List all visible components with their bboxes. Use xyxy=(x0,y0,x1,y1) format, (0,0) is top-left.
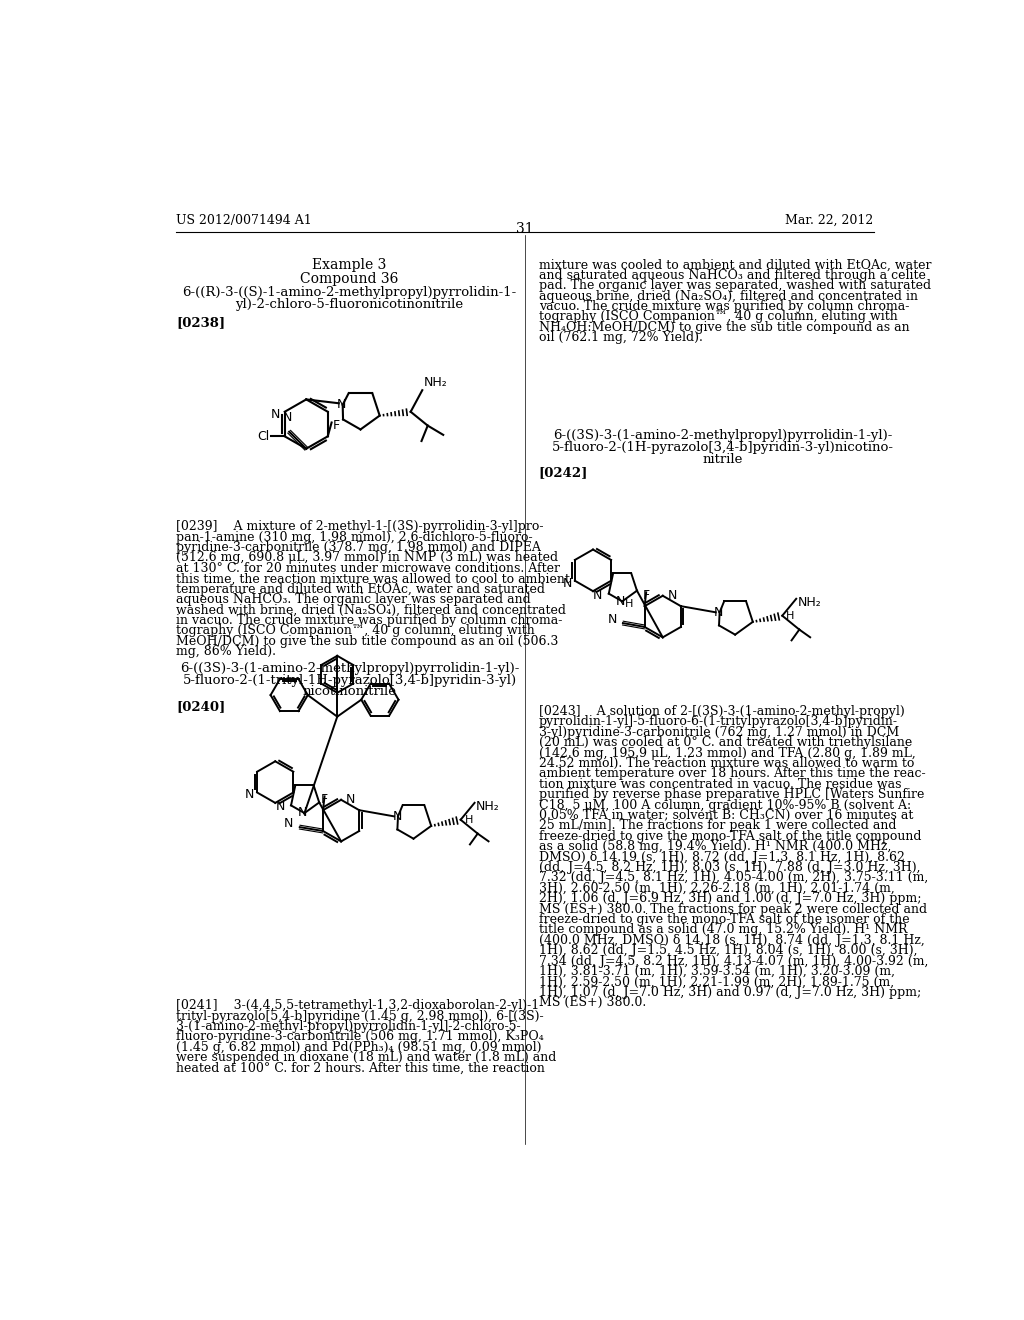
Text: N: N xyxy=(392,810,401,822)
Text: 7.34 (dd, J=4.5, 8.2 Hz, 1H), 4.13-4.07 (m, 1H), 4.00-3.92 (m,: 7.34 (dd, J=4.5, 8.2 Hz, 1H), 4.13-4.07 … xyxy=(539,954,928,968)
Text: aqueous brine, dried (Na₂SO₄), filtered and concentrated in: aqueous brine, dried (Na₂SO₄), filtered … xyxy=(539,289,918,302)
Text: 5-fluoro-2-(1-trityl-1H-pyrazolo[3,4-b]pyridin-3-yl): 5-fluoro-2-(1-trityl-1H-pyrazolo[3,4-b]p… xyxy=(182,673,517,686)
Text: N: N xyxy=(607,612,616,626)
Text: (1.45 g, 6.82 mmol) and Pd(PPh₃)₄ (98.51 mg, 0.09 mmol): (1.45 g, 6.82 mmol) and Pd(PPh₃)₄ (98.51… xyxy=(176,1040,542,1053)
Text: N: N xyxy=(616,594,626,607)
Text: [0241]    3-(4,4,5,5-tetramethyl-1,3,2-dioxaborolan-2-yl)-1-: [0241] 3-(4,4,5,5-tetramethyl-1,3,2-diox… xyxy=(176,999,544,1012)
Text: mixture was cooled to ambient and diluted with EtOAc, water: mixture was cooled to ambient and dilute… xyxy=(539,259,931,272)
Text: H: H xyxy=(465,814,473,825)
Text: were suspended in dioxane (18 mL) and water (1.8 mL) and: were suspended in dioxane (18 mL) and wa… xyxy=(176,1051,556,1064)
Text: nitrile: nitrile xyxy=(703,453,743,466)
Text: 25 mL/min]. The fractions for peak 1 were collected and: 25 mL/min]. The fractions for peak 1 wer… xyxy=(539,820,896,833)
Text: [0242]: [0242] xyxy=(539,466,588,479)
Text: 1H), 2.59-2.50 (m, 1H), 2.21-1.99 (m, 2H), 1.89-1.75 (m,: 1H), 2.59-2.50 (m, 1H), 2.21-1.99 (m, 2H… xyxy=(539,975,894,989)
Text: pyridine-3-carbonitrile (378.7 mg, 1.98 mmol) and DIPEA: pyridine-3-carbonitrile (378.7 mg, 1.98 … xyxy=(176,541,541,554)
Text: F: F xyxy=(333,420,340,433)
Text: N: N xyxy=(298,807,307,820)
Text: N: N xyxy=(337,399,346,412)
Text: 6-((3S)-3-(1-amino-2-methylpropyl)pyrrolidin-1-yl)-: 6-((3S)-3-(1-amino-2-methylpropyl)pyrrol… xyxy=(180,663,519,675)
Text: MeOH/DCM) to give the sub title compound as an oil (506.3: MeOH/DCM) to give the sub title compound… xyxy=(176,635,558,648)
Text: Example 3: Example 3 xyxy=(312,259,387,272)
Text: 3H), 2.60-2.50 (m, 1H), 2.26-2.18 (m, 1H), 2.01-1.74 (m,: 3H), 2.60-2.50 (m, 1H), 2.26-2.18 (m, 1H… xyxy=(539,882,895,895)
Text: vacuo. The crude mixture was purified by column chroma-: vacuo. The crude mixture was purified by… xyxy=(539,300,909,313)
Text: Cl: Cl xyxy=(257,430,269,444)
Text: NH₂: NH₂ xyxy=(424,376,447,388)
Text: temperature and diluted with EtOAc, water and saturated: temperature and diluted with EtOAc, wate… xyxy=(176,582,545,595)
Text: N: N xyxy=(275,800,285,813)
Text: 1H), 8.62 (dd, J=1.5, 4.5 Hz, 1H), 8.04 (s, 1H), 8.00 (s, 3H),: 1H), 8.62 (dd, J=1.5, 4.5 Hz, 1H), 8.04 … xyxy=(539,944,918,957)
Text: 1H), 3.81-3.71 (m, 1H), 3.59-3.54 (m, 1H), 3.20-3.09 (m,: 1H), 3.81-3.71 (m, 1H), 3.59-3.54 (m, 1H… xyxy=(539,965,895,978)
Text: 6-((3S)-3-(1-amino-2-methylpropyl)pyrrolidin-1-yl)-: 6-((3S)-3-(1-amino-2-methylpropyl)pyrrol… xyxy=(554,429,893,442)
Text: MS (ES+) 380.0. The fractions for peak 2 were collected and: MS (ES+) 380.0. The fractions for peak 2… xyxy=(539,903,927,916)
Text: [0243]    A solution of 2-[(3S)-3-(1-amino-2-methyl-propyl): [0243] A solution of 2-[(3S)-3-(1-amino-… xyxy=(539,705,904,718)
Text: MS (ES+) 380.0.: MS (ES+) 380.0. xyxy=(539,997,646,1010)
Text: aqueous NaHCO₃. The organic layer was separated and: aqueous NaHCO₃. The organic layer was se… xyxy=(176,593,530,606)
Text: pyrrolidin-1-yl]-5-fluoro-6-(1-tritylpyrazolo[3,4-b]pyridin-: pyrrolidin-1-yl]-5-fluoro-6-(1-tritylpyr… xyxy=(539,715,898,729)
Text: F: F xyxy=(321,793,328,807)
Text: H: H xyxy=(786,611,795,620)
Text: this time, the reaction mixture was allowed to cool to ambient: this time, the reaction mixture was allo… xyxy=(176,573,570,585)
Text: pan-1-amine (310 mg, 1.98 mmol), 2,6-dichloro-5-fluoro-: pan-1-amine (310 mg, 1.98 mmol), 2,6-dic… xyxy=(176,531,532,544)
Text: NH₂: NH₂ xyxy=(476,800,500,813)
Text: tography (ISCO Companion™, 40 g column, eluting with: tography (ISCO Companion™, 40 g column, … xyxy=(176,624,535,638)
Text: washed with brine, dried (Na₂SO₄), filtered and concentrated: washed with brine, dried (Na₂SO₄), filte… xyxy=(176,603,566,616)
Text: [0238]: [0238] xyxy=(176,317,225,329)
Text: 24.52 mmol). The reaction mixture was allowed to warm to: 24.52 mmol). The reaction mixture was al… xyxy=(539,758,914,770)
Text: and saturated aqueous NaHCO₃ and filtered through a celite: and saturated aqueous NaHCO₃ and filtere… xyxy=(539,269,926,282)
Text: DMSO) δ 14.19 (s, 1H), 8.72 (dd, J=1.3, 8.1 Hz, 1H), 8.62: DMSO) δ 14.19 (s, 1H), 8.72 (dd, J=1.3, … xyxy=(539,850,904,863)
Text: title compound as a solid (47.0 mg, 15.2% Yield). H¹ NMR: title compound as a solid (47.0 mg, 15.2… xyxy=(539,924,907,936)
Text: trityl-pyrazolo[5,4-b]pyridine (1.45 g, 2.98 mmol), 6-[(3S)-: trityl-pyrazolo[5,4-b]pyridine (1.45 g, … xyxy=(176,1010,544,1023)
Text: 31: 31 xyxy=(516,222,534,235)
Text: (512.6 mg, 690.8 μL, 3.97 mmol) in NMP (3 mL) was heated: (512.6 mg, 690.8 μL, 3.97 mmol) in NMP (… xyxy=(176,552,558,565)
Text: N: N xyxy=(668,589,677,602)
Text: in vacuo. The crude mixture was purified by column chroma-: in vacuo. The crude mixture was purified… xyxy=(176,614,562,627)
Text: 1H), 1.07 (d, J=7.0 Hz, 3H) and 0.97 (d, J=7.0 Hz, 3H) ppm;: 1H), 1.07 (d, J=7.0 Hz, 3H) and 0.97 (d,… xyxy=(539,986,921,999)
Text: Mar. 22, 2012: Mar. 22, 2012 xyxy=(785,214,873,227)
Text: Compound 36: Compound 36 xyxy=(300,272,398,286)
Text: purified by reverse phase preparative HPLC [Waters Sunfire: purified by reverse phase preparative HP… xyxy=(539,788,924,801)
Text: freeze-dried to give the mono-TFA salt of the isomer of the: freeze-dried to give the mono-TFA salt o… xyxy=(539,913,909,927)
Text: N: N xyxy=(714,606,724,619)
Text: (dd, J=4.5, 8.2 Hz, 1H), 8.03 (s, 1H), 7.88 (d, J=3.0 Hz, 3H),: (dd, J=4.5, 8.2 Hz, 1H), 8.03 (s, 1H), 7… xyxy=(539,861,921,874)
Text: 0.05% TFA in water; solvent B: CH₃CN) over 16 minutes at: 0.05% TFA in water; solvent B: CH₃CN) ov… xyxy=(539,809,913,822)
Text: fluoro-pyridine-3-carbonitrile (506 mg, 1.71 mmol), K₃PO₄: fluoro-pyridine-3-carbonitrile (506 mg, … xyxy=(176,1031,544,1043)
Text: N: N xyxy=(283,411,292,424)
Text: N: N xyxy=(270,408,281,421)
Text: US 2012/0071494 A1: US 2012/0071494 A1 xyxy=(176,214,311,227)
Text: [0240]: [0240] xyxy=(176,700,225,713)
Text: freeze-dried to give the mono-TFA salt of the title compound: freeze-dried to give the mono-TFA salt o… xyxy=(539,830,922,843)
Text: N: N xyxy=(593,589,602,602)
Text: mg, 86% Yield).: mg, 86% Yield). xyxy=(176,645,276,659)
Text: (20 mL) was cooled at 0° C. and treated with triethylsilane: (20 mL) was cooled at 0° C. and treated … xyxy=(539,737,912,750)
Text: 6-((R)-3-((S)-1-amino-2-methylpropyl)pyrrolidin-1-: 6-((R)-3-((S)-1-amino-2-methylpropyl)pyr… xyxy=(182,286,517,300)
Text: at 130° C. for 20 minutes under microwave conditions. After: at 130° C. for 20 minutes under microwav… xyxy=(176,562,560,576)
Text: tography (ISCO Companion™, 40 g column, eluting with: tography (ISCO Companion™, 40 g column, … xyxy=(539,310,897,323)
Text: oil (762.1 mg, 72% Yield).: oil (762.1 mg, 72% Yield). xyxy=(539,331,702,345)
Text: N: N xyxy=(346,793,355,807)
Text: 3-yl)pyridine-3-carbonitrile (762 mg, 1.27 mmol) in DCM: 3-yl)pyridine-3-carbonitrile (762 mg, 1.… xyxy=(539,726,899,739)
Text: yl)-2-chloro-5-fluoronicotinonitrile: yl)-2-chloro-5-fluoronicotinonitrile xyxy=(236,298,464,310)
Text: nicotinonitrile: nicotinonitrile xyxy=(303,685,396,698)
Text: N: N xyxy=(285,817,294,830)
Text: pad. The organic layer was separated, washed with saturated: pad. The organic layer was separated, wa… xyxy=(539,280,931,292)
Text: (400.0 MHz, DMSO) δ 14.18 (s, 1H), 8.74 (dd, J=1.3, 8.1 Hz,: (400.0 MHz, DMSO) δ 14.18 (s, 1H), 8.74 … xyxy=(539,933,925,946)
Text: 3-(1-amino-2-methyl-propyl)pyrrolidin-1-yl]-2-chloro-5-: 3-(1-amino-2-methyl-propyl)pyrrolidin-1-… xyxy=(176,1020,520,1034)
Text: NH₂: NH₂ xyxy=(798,595,821,609)
Text: as a solid (58.8 mg, 19.4% Yield). H¹ NMR (400.0 MHz,: as a solid (58.8 mg, 19.4% Yield). H¹ NM… xyxy=(539,841,891,853)
Text: heated at 100° C. for 2 hours. After this time, the reaction: heated at 100° C. for 2 hours. After thi… xyxy=(176,1061,545,1074)
Text: H: H xyxy=(626,599,634,609)
Text: C18, 5 μM, 100 A column, gradient 10%-95% B (solvent A:: C18, 5 μM, 100 A column, gradient 10%-95… xyxy=(539,799,911,812)
Text: 5-fluoro-2-(1H-pyrazolo[3,4-b]pyridin-3-yl)nicotino-: 5-fluoro-2-(1H-pyrazolo[3,4-b]pyridin-3-… xyxy=(552,441,894,454)
Text: N: N xyxy=(245,788,254,801)
Text: NH₄OH:MeOH/DCM) to give the sub title compound as an: NH₄OH:MeOH/DCM) to give the sub title co… xyxy=(539,321,909,334)
Text: 7.32 (dd, J=4.5, 8.1 Hz, 1H), 4.05-4.00 (m, 2H), 3.75-3.11 (m,: 7.32 (dd, J=4.5, 8.1 Hz, 1H), 4.05-4.00 … xyxy=(539,871,928,884)
Text: [0239]    A mixture of 2-methyl-1-[(3S)-pyrrolidin-3-yl]pro-: [0239] A mixture of 2-methyl-1-[(3S)-pyr… xyxy=(176,520,544,533)
Text: tion mixture was concentrated in vacuo. The residue was: tion mixture was concentrated in vacuo. … xyxy=(539,777,901,791)
Text: F: F xyxy=(643,589,650,602)
Text: ambient temperature over 18 hours. After this time the reac-: ambient temperature over 18 hours. After… xyxy=(539,767,926,780)
Text: (142.6 mg, 195.9 μL, 1.23 mmol) and TFA (2.80 g, 1.89 mL,: (142.6 mg, 195.9 μL, 1.23 mmol) and TFA … xyxy=(539,747,915,760)
Text: N: N xyxy=(562,577,571,590)
Text: 2H), 1.06 (d, J=6.9 Hz, 3H) and 1.00 (d, J=7.0 Hz, 3H) ppm;: 2H), 1.06 (d, J=6.9 Hz, 3H) and 1.00 (d,… xyxy=(539,892,922,906)
